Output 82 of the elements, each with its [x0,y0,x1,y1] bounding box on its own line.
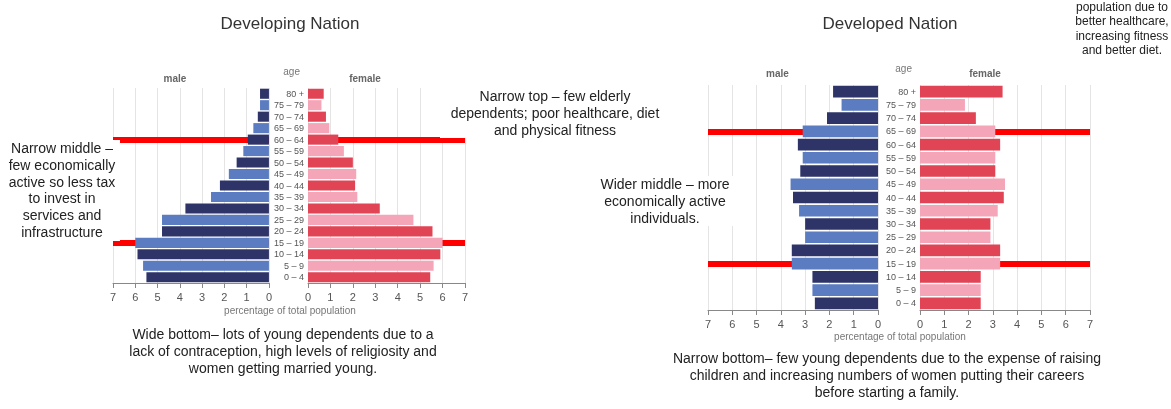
x-tick-label: 5 [154,290,161,303]
text: Wide bottom– lots of young dependents due to a lack of contraception, high levels of religiosity and women getting married young. [122,326,444,377]
y-tick-label: 20 – 24 [273,226,304,237]
y-tick-label: 80 + [286,88,304,99]
y-tick-label: 5 – 9 [283,260,304,271]
chart-subtitle: male [766,67,790,79]
x-tick-label: 4 [176,290,183,303]
y-tick-label: 20 – 24 [885,245,916,256]
x-tick-label: 3 [802,317,809,330]
x-tick-label: 3 [199,290,206,303]
x-tick-label: 6 [132,290,139,303]
chart-subtitle: female [969,67,1002,79]
x-tick-label: 7 [461,290,469,303]
y-tick-label: 60 – 64 [885,139,916,150]
x-tick-label: 0 [874,317,882,330]
y-tick-label: 75 – 79 [273,100,304,111]
annotation: Narrow top – few elderly dependents; poor healthcare, diet and physical fitness [440,88,670,139]
y-tick-label: 55 – 59 [273,146,304,157]
y-tick-label: 65 – 69 [885,126,916,137]
x-tick-label: 4 [777,317,784,330]
y-tick-label: 35 – 39 [273,191,304,202]
x-tick-label: 2 [221,290,228,303]
y-tick-label: 50 – 54 [273,157,304,168]
y-axis-title: age [283,65,301,77]
x-tick-label: 1 [941,317,948,330]
y-tick-label: 40 – 44 [885,192,916,203]
x-axis-title: percentage of total population [223,305,357,317]
y-tick-label: 25 – 29 [885,232,916,243]
x-tick-label: 3 [372,290,379,303]
y-axis-title: age [895,62,913,74]
x-tick-label: 7 [1086,317,1094,330]
x-tick-label: 4 [1014,317,1021,330]
y-tick-label: 45 – 49 [885,179,916,190]
chart-title: Developing Nation [140,14,440,35]
chart-title: Developed Nation [740,14,1040,35]
x-tick-label: 5 [1038,317,1045,330]
y-tick-label: 15 – 19 [273,237,304,248]
x-tick-label: 7 [109,290,117,303]
y-tick-label: 30 – 34 [273,203,304,214]
y-tick-label: 35 – 39 [885,205,916,216]
x-tick-label: 1 [243,290,250,303]
y-tick-label: 40 – 44 [273,180,304,191]
y-tick-label: 10 – 14 [273,249,304,260]
x-tick-label: 3 [989,317,996,330]
text: population due to better healthcare, increasing fitness and better diet. [1074,0,1170,58]
y-tick-label: 0 – 4 [283,272,304,283]
annotation: Narrow middle – few economically active so less tax to invest in services and infrastructure [4,140,120,241]
annotation: Wider middle – more economically active individuals. [590,176,740,227]
chart-subtitle: female [349,72,382,84]
y-tick-label: 0 – 4 [895,298,916,309]
x-tick-label: 1 [850,317,857,330]
y-tick-label: 60 – 64 [273,134,304,145]
y-tick-label: 50 – 54 [885,166,916,177]
x-tick-label: 0 [265,290,272,303]
y-tick-label: 45 – 49 [273,169,304,180]
y-tick-label: 15 – 19 [885,258,916,269]
y-tick-label: 70 – 74 [273,111,304,122]
x-axis-title: percentage of total population [833,331,967,343]
x-tick-label: 0 [304,290,312,303]
x-tick-label: 7 [704,317,712,330]
x-tick-label: 0 [916,317,924,330]
x-tick-label: 2 [826,317,833,330]
x-tick-label: 2 [965,317,972,330]
y-tick-label: 70 – 74 [885,113,916,124]
x-tick-label: 6 [1062,317,1069,330]
x-tick-label: 4 [394,290,401,303]
y-tick-label: 75 – 79 [885,99,916,110]
x-tick-label: 5 [753,317,760,330]
x-tick-label: 6 [729,317,736,330]
y-tick-label: 5 – 9 [895,285,916,296]
x-tick-label: 5 [417,290,424,303]
chart-subtitle: male [163,72,187,84]
x-tick-label: 6 [439,290,446,303]
y-tick-label: 10 – 14 [885,271,916,282]
y-tick-label: 80 + [898,86,916,97]
x-tick-label: 1 [327,290,334,303]
y-tick-label: 55 – 59 [885,152,916,163]
x-tick-label: 2 [349,290,356,303]
y-tick-label: 25 – 29 [273,214,304,225]
y-tick-label: 65 – 69 [273,123,304,134]
y-tick-label: 30 – 34 [885,218,916,229]
text: Narrow bottom– few young dependents due to the expense of raising children and increasing numbers of women putting their careers before starting a family. [672,350,1102,401]
